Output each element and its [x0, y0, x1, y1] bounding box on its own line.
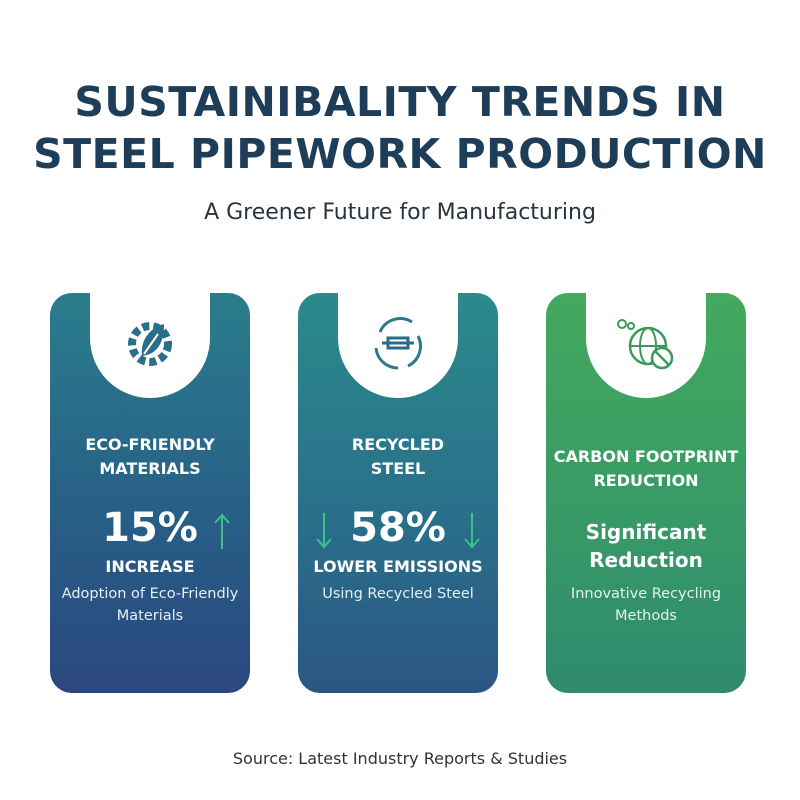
icon-badge — [338, 293, 458, 398]
card-stat-label: INCREASE — [105, 557, 195, 576]
card-stat-label: LOWER EMISSIONS — [313, 557, 483, 576]
card-description: Innovative Recycling Methods — [570, 586, 722, 624]
card-description: Adoption of Eco-Friendly Materials — [61, 586, 239, 624]
down-arrow — [316, 513, 332, 549]
gear-leaf-icon — [128, 322, 172, 366]
source-note: Source: Latest Industry Reports & Studie… — [232, 749, 568, 768]
card-heading: RECYCLED STEEL — [351, 435, 445, 478]
recycle-pipe-icon — [374, 317, 422, 370]
card-heading: ECO-FRIENDLY MATERIALS — [85, 435, 215, 478]
title-line: STEEL PIPEWORK PRODUCTION — [33, 130, 767, 178]
card-description: Using Recycled Steel — [322, 586, 474, 602]
globe-co2-icon — [617, 319, 674, 370]
icon-badge — [586, 293, 706, 398]
title-line: SUSTAINIBALITY TRENDS IN — [74, 78, 726, 126]
card-stat: 58% — [350, 505, 446, 551]
card: RECYCLED STEEL 58% LOWER EMISSIONS Using… — [298, 293, 498, 693]
card-stat: Significant Reduction — [585, 520, 707, 572]
card-heading: CARBON FOOTPRINT REDUCTION — [553, 447, 739, 490]
up-arrow — [214, 513, 230, 549]
down-arrow — [464, 513, 480, 549]
card: CARBON FOOTPRINT REDUCTION Significant R… — [546, 293, 746, 693]
icon-badge — [90, 293, 210, 398]
card-stat: 15% — [102, 505, 198, 551]
card: ECO-FRIENDLY MATERIALS 15% INCREASE Adop… — [50, 293, 250, 693]
subtitle: A Greener Future for Manufacturing — [204, 200, 596, 225]
